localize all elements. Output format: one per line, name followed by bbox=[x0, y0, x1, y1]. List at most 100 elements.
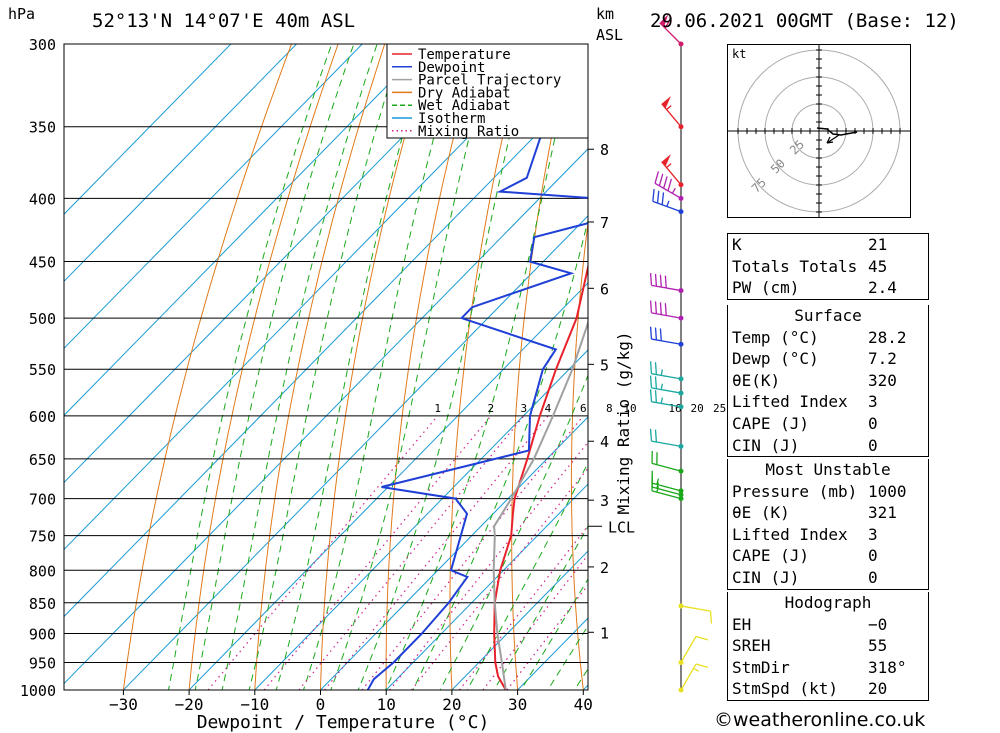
most-unstable-table: Most Unstable Pressure (mb) 1000 θE (K) 321… bbox=[727, 459, 929, 590]
axis-labels: 1 2 3 4 6 8 10 16 20 2530035040045050055060065070… bbox=[8, 5, 726, 733]
isobar-lines bbox=[64, 43, 588, 691]
mixing-ratio-label: 20 bbox=[691, 402, 704, 415]
hodograph-table: Hodograph EH −0 SREH 55 StmDir 318° StmSpd (kt… bbox=[727, 592, 929, 701]
wind-barb bbox=[678, 663, 709, 693]
pressure-tick-label: 350 bbox=[29, 119, 56, 137]
wet-adiabat-line bbox=[194, 44, 355, 690]
hodograph-trace bbox=[816, 127, 858, 136]
surface-value: 7.2 bbox=[868, 349, 897, 369]
most-unstable-label: θE (K) bbox=[732, 503, 790, 523]
height-tick-label: 2 bbox=[600, 559, 609, 577]
index-label: K bbox=[732, 235, 742, 254]
index-value: 21 bbox=[868, 235, 888, 254]
dry-adiabat-line bbox=[990, 0, 1000, 716]
hodograph-stat-row: EH −0 bbox=[728, 614, 928, 636]
dry-adiabat-line bbox=[943, 0, 1000, 716]
dry-adiabat-line bbox=[188, 44, 339, 690]
x-tick-label: −10 bbox=[240, 695, 269, 714]
series-parcel-trajectory bbox=[492, 320, 588, 690]
wind-barb bbox=[649, 272, 684, 294]
isotherm-line bbox=[188, 282, 588, 690]
most-unstable-row: θE (K) 321 bbox=[728, 502, 928, 524]
isotherm-line bbox=[64, 148, 588, 685]
storm-motion-arrow bbox=[826, 134, 840, 144]
wind-barb bbox=[678, 635, 709, 665]
pressure-tick-label: 750 bbox=[29, 528, 56, 546]
isotherm-line bbox=[385, 483, 588, 690]
pressure-tick-label: 600 bbox=[29, 408, 56, 426]
isotherm-line bbox=[319, 416, 588, 690]
index-value: 2.4 bbox=[868, 278, 897, 298]
wind-barb bbox=[649, 326, 684, 347]
hodograph-stat-value: 318° bbox=[868, 657, 907, 677]
most-unstable-label: CAPE (J) bbox=[732, 546, 810, 566]
surface-value: 0 bbox=[868, 413, 878, 433]
wind-barb bbox=[649, 361, 684, 382]
hodograph-ring-label: 25 bbox=[787, 137, 807, 157]
legend-entry-label: Mixing Ratio bbox=[418, 124, 519, 140]
wet-adiabat-line bbox=[493, 525, 588, 690]
wet-adiabat-line bbox=[547, 624, 588, 690]
surface-table: Surface Temp (°C) 28.2 Dewp (°C) 7.2 θE(K) 32… bbox=[727, 305, 929, 458]
surface-label: Lifted Index bbox=[732, 392, 848, 412]
wet-adiabat-line bbox=[520, 578, 588, 690]
isotherm-line bbox=[254, 349, 588, 690]
x-axis-title: Dewpoint / Temperature (°C) bbox=[197, 712, 490, 733]
indices-table: K 21 Totals Totals 45 PW (cm) 2.4 bbox=[727, 233, 929, 300]
surface-row: Lifted Index 3 bbox=[728, 391, 928, 413]
pressure-tick-label: 500 bbox=[29, 310, 56, 328]
wind-barb bbox=[659, 14, 684, 47]
hodograph-stat-label: EH bbox=[732, 614, 752, 634]
most-unstable-row: CIN (J) 0 bbox=[728, 567, 928, 589]
pressure-tick-label: 650 bbox=[29, 451, 56, 469]
surface-row: θE(K) 320 bbox=[728, 370, 928, 392]
isotherm-line bbox=[64, 81, 588, 618]
legend-entry-label: Dry Adiabat bbox=[418, 85, 511, 101]
height-tick-label: 8 bbox=[600, 141, 609, 159]
wind-barb bbox=[651, 470, 684, 494]
pressure-tick-label: 450 bbox=[29, 254, 56, 272]
surface-label: CAPE (J) bbox=[732, 413, 810, 433]
x-tick-label: 0 bbox=[316, 695, 326, 714]
surface-label: CIN (J) bbox=[732, 435, 800, 455]
run-datetime: 29.06.2021 00GMT (Base: 12) bbox=[650, 10, 959, 32]
mixing-ratio-label: 10 bbox=[623, 402, 636, 415]
wind-barb bbox=[652, 188, 684, 215]
pressure-tick-label: 400 bbox=[29, 190, 56, 208]
wet-adiabat-line bbox=[357, 44, 533, 690]
pressure-tick-label: 950 bbox=[29, 654, 56, 672]
copyright[interactable]: ©weatheronline.co.uk bbox=[714, 709, 926, 731]
most-unstable-label: Pressure (mb) bbox=[732, 481, 858, 501]
x-tick-label: 10 bbox=[377, 695, 396, 714]
hodograph-stat-value: 20 bbox=[868, 679, 888, 699]
mixing-ratio-lines bbox=[207, 415, 588, 690]
mixing-ratio-label: 8 bbox=[606, 402, 613, 415]
wind-barbs bbox=[649, 14, 713, 693]
pressure-tick-label: 700 bbox=[29, 491, 56, 509]
isotherm-line bbox=[64, 44, 298, 283]
height-tick-label: 5 bbox=[600, 356, 609, 374]
most-unstable-value: 321 bbox=[868, 503, 897, 523]
isotherm-line bbox=[64, 44, 232, 215]
most-unstable-row: Pressure (mb) 1000 bbox=[728, 481, 928, 503]
wind-barb bbox=[649, 428, 684, 449]
isotherm-line bbox=[122, 215, 588, 690]
dry-adiabat-line bbox=[122, 44, 293, 690]
wind-barb bbox=[651, 450, 684, 474]
index-row: PW (cm) 2.4 bbox=[728, 277, 928, 299]
wet-adiabat-line bbox=[248, 44, 403, 690]
x-tick-label: −30 bbox=[109, 695, 138, 714]
hodograph-stat-value: −0 bbox=[868, 614, 888, 634]
series-temperature bbox=[493, 262, 588, 690]
pressure-tick-label: 550 bbox=[29, 361, 56, 379]
profile-series bbox=[366, 44, 588, 690]
isotherm-line bbox=[64, 44, 363, 350]
wet-adiabat-line bbox=[167, 44, 333, 690]
most-unstable-label: Lifted Index bbox=[732, 524, 848, 544]
most-unstable-value: 0 bbox=[868, 567, 878, 587]
wind-barb bbox=[651, 478, 684, 502]
x-tick-label: −20 bbox=[175, 695, 204, 714]
pressure-tick-label: 800 bbox=[29, 562, 56, 580]
plot-frame bbox=[63, 43, 589, 691]
